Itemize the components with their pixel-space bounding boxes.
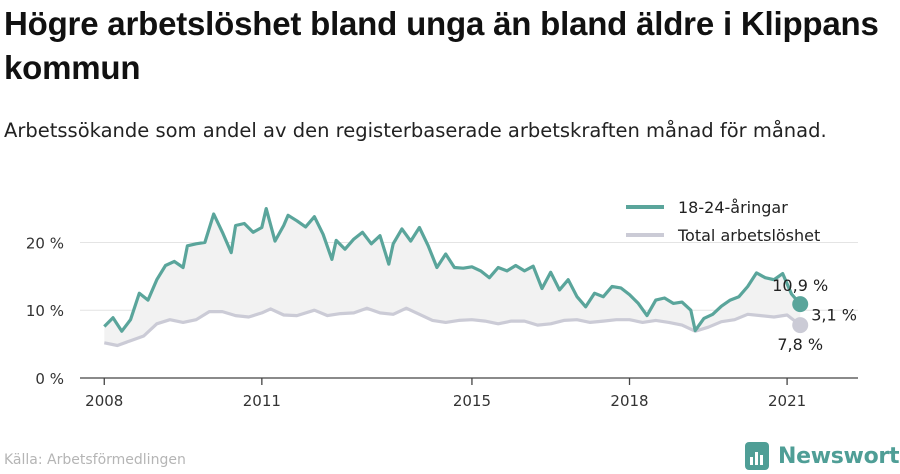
end-markers: 10,9 % 7,8 % 3,1 %	[772, 276, 857, 354]
x-tick-label: 2018	[610, 392, 648, 410]
legend-label-youth: 18-24-åringar	[678, 198, 788, 217]
x-tick-label: 2015	[453, 392, 491, 410]
y-axis-ticks: 0 % 10 % 20 %	[26, 234, 64, 388]
x-tick-label: 2008	[85, 392, 123, 410]
newsworthy-logo-icon	[745, 442, 769, 470]
x-axis-ticks: 2008 2011 2015 2018 2021	[85, 378, 806, 410]
end-label-difference: 3,1 %	[811, 306, 857, 325]
series-line-total	[103, 306, 802, 348]
end-point-total	[792, 317, 809, 334]
brand-name: Newsworthy	[778, 443, 900, 469]
end-point-youth	[792, 296, 809, 313]
brand-logo: Newsworthy	[745, 441, 900, 471]
legend-label-total: Total arbetslöshet	[677, 226, 820, 245]
end-label-youth: 10,9 %	[772, 276, 828, 295]
x-tick-label: 2021	[768, 392, 806, 410]
x-tick-label: 2011	[243, 392, 281, 410]
chart-title: Högre arbetslöshet bland unga än bland ä…	[4, 5, 879, 86]
chart-subtitle: Arbetssökande som andel av den registerb…	[4, 119, 827, 142]
series-line-youth	[103, 207, 802, 333]
source-note: Källa: Arbetsförmedlingen	[4, 452, 186, 468]
y-tick-label: 10 %	[26, 302, 64, 320]
end-label-total: 7,8 %	[777, 335, 823, 354]
y-tick-label: 20 %	[26, 234, 64, 252]
legend: 18-24-åringar Total arbetslöshet	[626, 198, 820, 245]
y-tick-label: 0 %	[35, 370, 64, 388]
